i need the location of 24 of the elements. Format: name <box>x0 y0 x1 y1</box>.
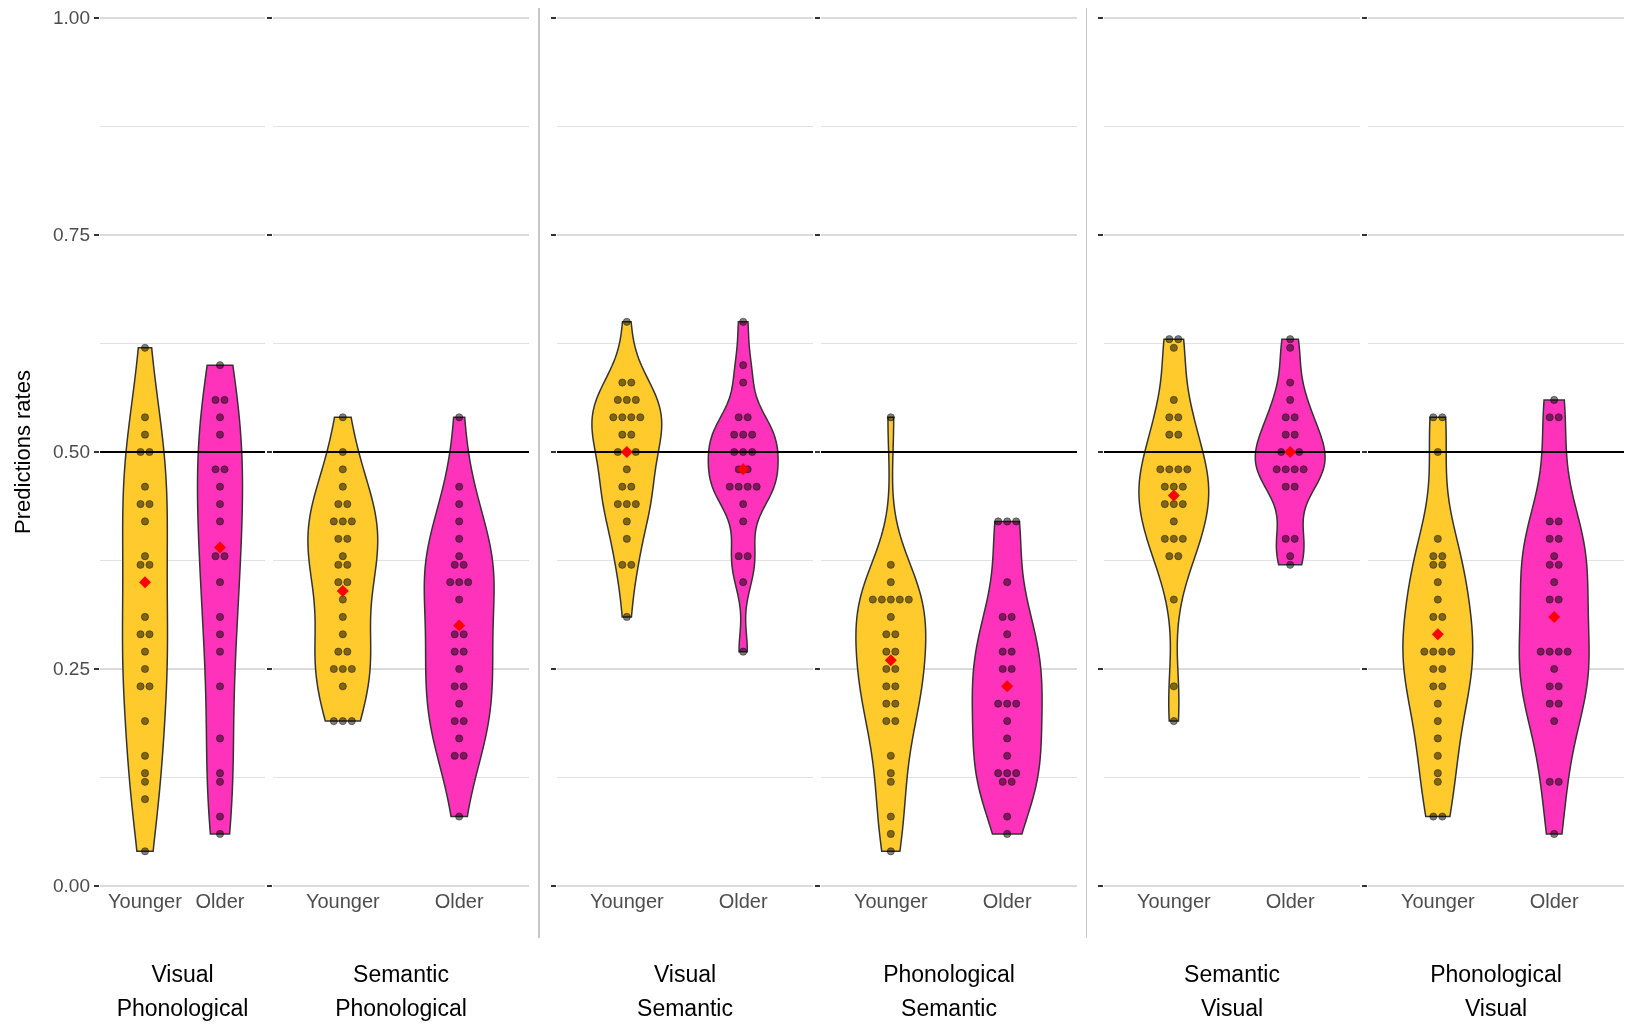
x-tick-label: Younger <box>305 890 381 913</box>
x-tick-label: Younger <box>1136 890 1212 913</box>
x-tick-label: Younger <box>589 890 664 913</box>
y-tick-label: 1.00 <box>53 7 90 28</box>
x-axis-title: Semantic Visual <box>1184 961 1280 1021</box>
x-axis-title: Phonological Visual <box>1430 961 1562 1021</box>
y-tick-label: 0.50 <box>53 441 90 462</box>
x-axis-title: Semantic Phonological <box>335 961 467 1021</box>
x-tick-label: Younger <box>108 890 183 913</box>
y-tick-label: 0.25 <box>53 658 90 679</box>
x-tick-label: Older <box>434 890 484 913</box>
y-tick-label: 0.00 <box>53 875 90 896</box>
x-tick-label: Older <box>195 890 245 913</box>
x-tick-label: Younger <box>1400 890 1476 913</box>
x-axis-title: Phonological Semantic <box>882 961 1015 1021</box>
x-axis-title: Visual Semantic <box>636 961 733 1021</box>
x-tick-label: Older <box>1265 890 1315 913</box>
x-tick-label: Older <box>718 890 768 913</box>
y-tick-label: 0.75 <box>53 224 90 245</box>
y-axis-title: Predictions rates <box>9 370 35 534</box>
x-axis-title: Visual Phonological <box>116 961 249 1021</box>
x-tick-label: Older <box>982 890 1032 913</box>
x-tick-label: Younger <box>853 890 928 913</box>
x-tick-label: Older <box>1529 890 1579 913</box>
